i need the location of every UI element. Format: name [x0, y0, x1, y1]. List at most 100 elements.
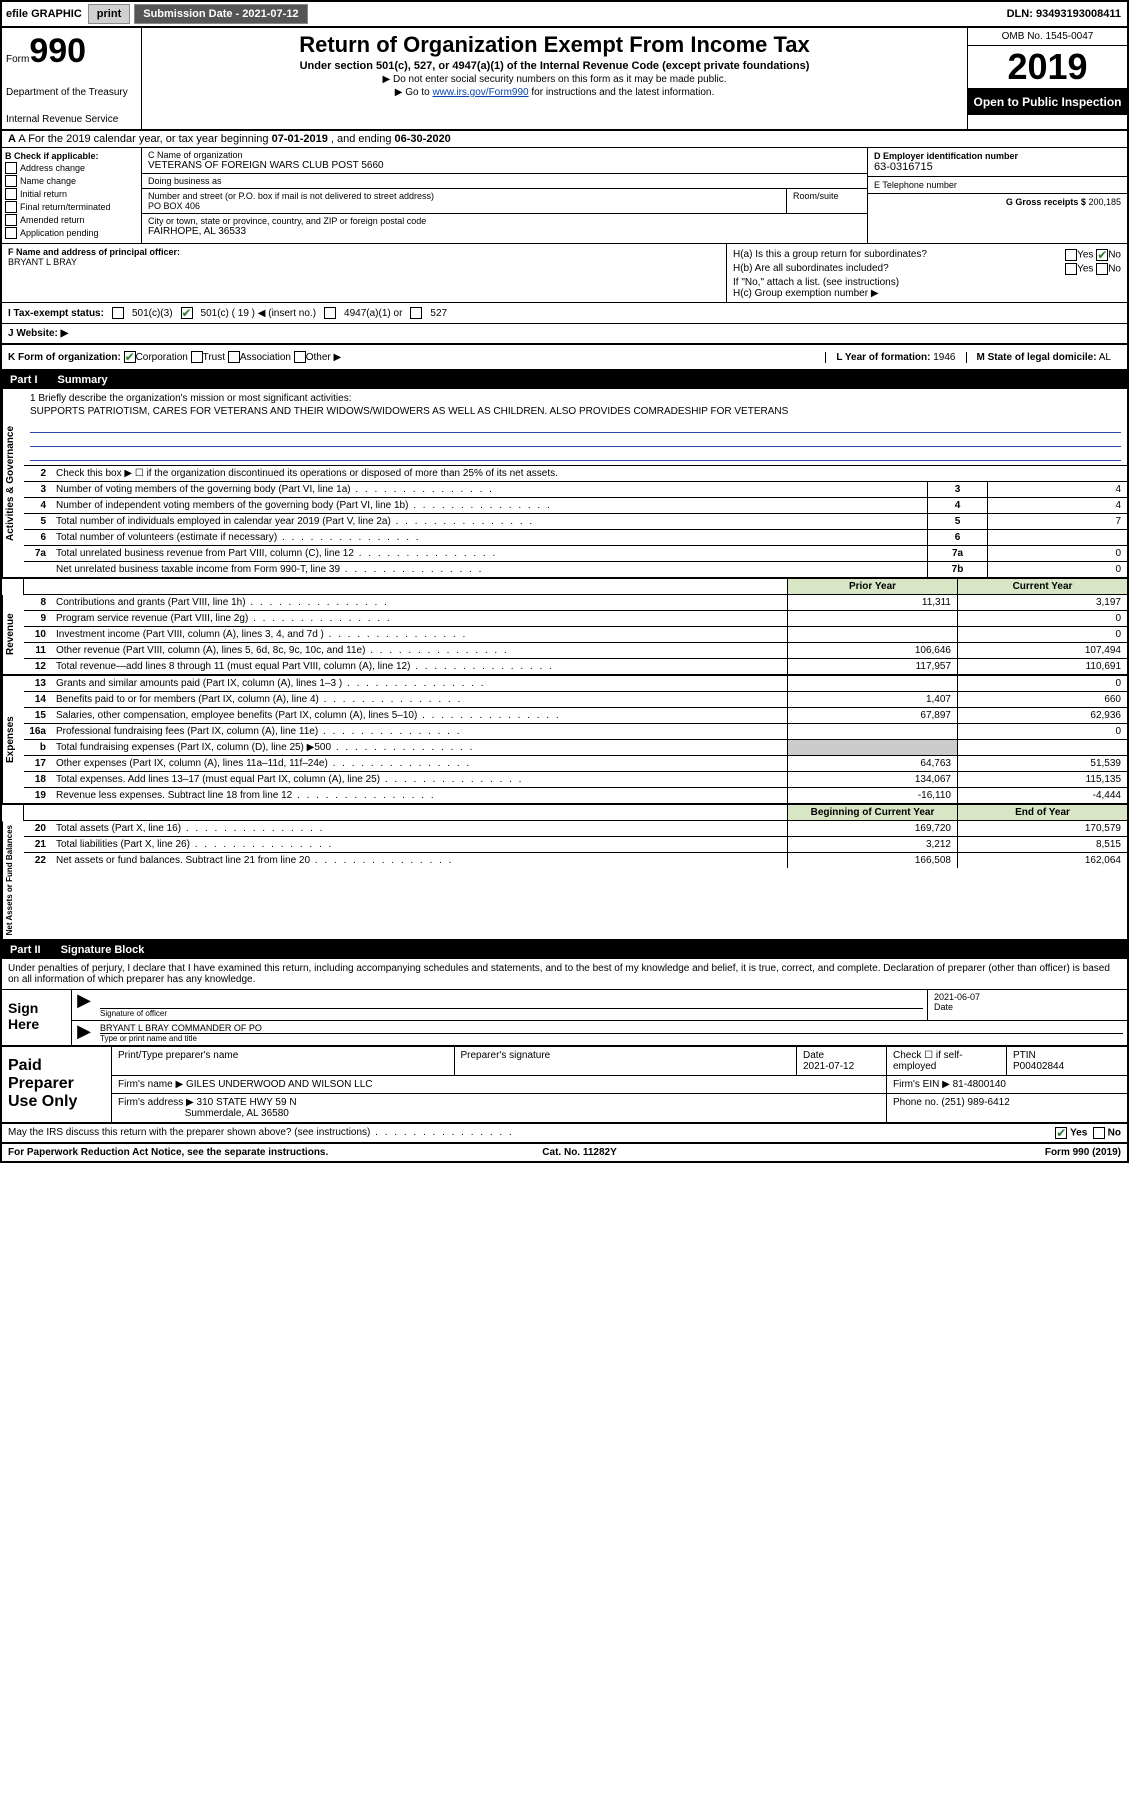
state-domicile: AL: [1099, 352, 1111, 363]
table-row: 15Salaries, other compensation, employee…: [24, 708, 1127, 724]
chk-4947[interactable]: [324, 307, 336, 319]
note-link: ▶ Go to www.irs.gov/Form990 for instruct…: [152, 87, 957, 98]
form-title: Return of Organization Exempt From Incom…: [152, 32, 957, 58]
chk-501c3[interactable]: [112, 307, 124, 319]
chk-address-change[interactable]: [5, 162, 17, 174]
website-row: J Website: ▶: [2, 324, 1127, 345]
org-address: PO BOX 406: [148, 201, 780, 211]
ptin: P00402844: [1013, 1061, 1064, 1072]
table-row: 14Benefits paid to or for members (Part …: [24, 692, 1127, 708]
officer-name: BRYANT L BRAY COMMANDER OF PO: [100, 1023, 1123, 1033]
org-city: FAIRHOPE, AL 36533: [148, 226, 861, 237]
section-a-label: A: [8, 133, 16, 145]
chk-501c-other[interactable]: [181, 307, 193, 319]
chk-527[interactable]: [410, 307, 422, 319]
chk-assoc[interactable]: [228, 351, 240, 363]
sign-here-block: Sign Here ▶ Signature of officer 2021-06…: [2, 990, 1127, 1047]
section-d-e-g: D Employer identification number 63-0316…: [867, 148, 1127, 243]
tax-year: 2019: [968, 46, 1127, 89]
chk-name-change[interactable]: [5, 175, 17, 187]
section-k-l-m: K Form of organization: Corporation Trus…: [2, 345, 1127, 371]
table-row: 22Net assets or fund balances. Subtract …: [24, 853, 1127, 868]
note-ssn: ▶ Do not enter social security numbers o…: [152, 74, 957, 85]
org-info-block: B Check if applicable: Address change Na…: [2, 148, 1127, 244]
sig-date: 2021-06-07: [934, 992, 1121, 1002]
boy-eoy-header: Beginning of Current Year End of Year: [2, 805, 1127, 821]
table-row: 11Other revenue (Part VIII, column (A), …: [24, 643, 1127, 659]
tax-exempt-row: I Tax-exempt status: 501(c)(3) 501(c) ( …: [2, 303, 1127, 324]
chk-corp[interactable]: [124, 351, 136, 363]
form-header: Form990 Department of the Treasury Inter…: [2, 28, 1127, 131]
l4-val: 4: [987, 498, 1127, 513]
section-c: C Name of organization VETERANS OF FOREI…: [142, 148, 867, 243]
table-row: 19Revenue less expenses. Subtract line 1…: [24, 788, 1127, 803]
header-title-block: Return of Organization Exempt From Incom…: [142, 28, 967, 129]
l7a-val: 0: [987, 546, 1127, 561]
part1-header: Part I Summary: [2, 371, 1127, 389]
net-assets-section: Net Assets or Fund Balances 20Total asse…: [2, 821, 1127, 941]
dln: DLN: 93493193008411: [1007, 8, 1127, 20]
org-name: VETERANS OF FOREIGN WARS CLUB POST 5660: [148, 160, 861, 171]
form-subtitle: Under section 501(c), 527, or 4947(a)(1)…: [152, 60, 957, 72]
print-button[interactable]: print: [88, 4, 130, 24]
chk-trust[interactable]: [191, 351, 203, 363]
discuss-row: May the IRS discuss this return with the…: [2, 1124, 1127, 1144]
table-row: 10Investment income (Part VIII, column (…: [24, 627, 1127, 643]
sig-arrow-icon: ▶: [72, 990, 96, 1020]
ha-no[interactable]: [1096, 249, 1108, 261]
chk-initial-return[interactable]: [5, 188, 17, 200]
section-f-h: F Name and address of principal officer:…: [2, 244, 1127, 303]
l7b-val: 0: [987, 562, 1127, 577]
hb-no[interactable]: [1096, 263, 1108, 275]
mission-box: 1 Briefly describe the organization's mi…: [24, 389, 1127, 466]
ein: 63-0316715: [874, 161, 1121, 173]
sig-intro: Under penalties of perjury, I declare th…: [2, 959, 1127, 990]
expenses-section: Expenses 13Grants and similar amounts pa…: [2, 676, 1127, 805]
l5-val: 7: [987, 514, 1127, 529]
top-toolbar: efile GRAPHIC print Submission Date - 20…: [2, 2, 1127, 28]
chk-final-return[interactable]: [5, 201, 17, 213]
table-row: 16aProfessional fundraising fees (Part I…: [24, 724, 1127, 740]
chk-other[interactable]: [294, 351, 306, 363]
l6-val: [987, 530, 1127, 545]
table-row: 17Other expenses (Part IX, column (A), l…: [24, 756, 1127, 772]
table-row: 20Total assets (Part X, line 16)169,7201…: [24, 821, 1127, 837]
open-public-badge: Open to Public Inspection: [968, 89, 1127, 115]
sig-arrow-icon-2: ▶: [72, 1021, 96, 1045]
firm-name: GILES UNDERWOOD AND WILSON LLC: [186, 1079, 373, 1090]
section-h: H(a) Is this a group return for subordin…: [727, 244, 1127, 302]
form-number-box: Form990 Department of the Treasury Inter…: [2, 28, 142, 129]
discuss-yes[interactable]: [1055, 1127, 1067, 1139]
paid-preparer-block: Paid Preparer Use Only Print/Type prepar…: [2, 1047, 1127, 1124]
ha-yes[interactable]: [1065, 249, 1077, 261]
revenue-section: Revenue 8Contributions and grants (Part …: [2, 595, 1127, 676]
table-row: 18Total expenses. Add lines 13–17 (must …: [24, 772, 1127, 788]
table-row: 21Total liabilities (Part X, line 26)3,2…: [24, 837, 1127, 853]
irs-link[interactable]: www.irs.gov/Form990: [432, 87, 528, 98]
table-row: 8Contributions and grants (Part VIII, li…: [24, 595, 1127, 611]
hb-yes[interactable]: [1065, 263, 1077, 275]
table-row: bTotal fundraising expenses (Part IX, co…: [24, 740, 1127, 756]
omb-number: OMB No. 1545-0047: [968, 28, 1127, 46]
tax-period-row: A A For the 2019 calendar year, or tax y…: [2, 131, 1127, 148]
firm-phone: (251) 989-6412: [941, 1097, 1009, 1108]
table-row: 13Grants and similar amounts paid (Part …: [24, 676, 1127, 692]
page-footer: For Paperwork Reduction Act Notice, see …: [2, 1144, 1127, 1161]
discuss-no[interactable]: [1093, 1127, 1105, 1139]
submission-pill: Submission Date - 2021-07-12: [134, 4, 307, 24]
l3-val: 4: [987, 482, 1127, 497]
section-b-checkboxes: B Check if applicable: Address change Na…: [2, 148, 142, 243]
activities-governance-section: Activities & Governance 1 Briefly descri…: [2, 389, 1127, 579]
firm-addr: 310 STATE HWY 59 N: [197, 1097, 297, 1108]
year-formation: 1946: [933, 352, 955, 363]
gross-receipts: 200,185: [1088, 197, 1121, 207]
mission-text: SUPPORTS PATRIOTISM, CARES FOR VETERANS …: [30, 406, 1121, 417]
efile-label: efile GRAPHIC: [2, 8, 86, 20]
table-row: 12Total revenue—add lines 8 through 11 (…: [24, 659, 1127, 674]
prep-date: 2021-07-12: [803, 1061, 854, 1072]
header-right-block: OMB No. 1545-0047 2019 Open to Public In…: [967, 28, 1127, 129]
chk-pending[interactable]: [5, 227, 17, 239]
firm-ein: 81-4800140: [953, 1079, 1006, 1090]
table-row: 9Program service revenue (Part VIII, lin…: [24, 611, 1127, 627]
chk-amended[interactable]: [5, 214, 17, 226]
